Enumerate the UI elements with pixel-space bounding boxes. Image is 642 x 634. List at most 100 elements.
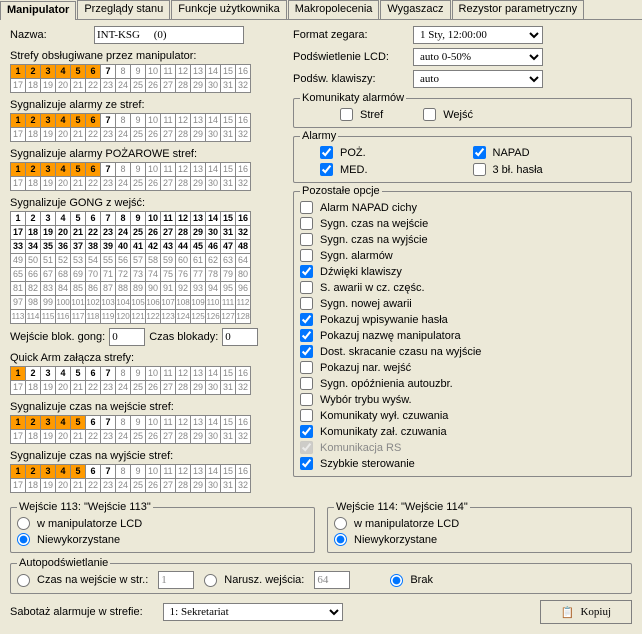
gong-cell[interactable]: 57 [131, 254, 146, 268]
zone-cell[interactable]: 21 [71, 381, 86, 395]
zone-cell[interactable]: 2 [26, 367, 41, 381]
gong-cell[interactable]: 99 [41, 296, 56, 310]
option-o13[interactable]: Wybór trybu wyśw. [300, 392, 625, 407]
option-o11[interactable]: Pokazuj nar. wejść [300, 360, 625, 375]
zone-cell[interactable]: 6 [86, 114, 101, 128]
zone-cell[interactable]: 12 [176, 163, 191, 177]
zone-cell[interactable]: 5 [71, 367, 86, 381]
zone-cell[interactable]: 9 [131, 367, 146, 381]
zone-cell[interactable]: 26 [146, 128, 161, 142]
option-o5[interactable]: Dźwięki klawiszy [300, 264, 625, 279]
zone-cell[interactable]: 25 [131, 430, 146, 444]
gong-cell[interactable]: 63 [221, 254, 236, 268]
zone-cell[interactable]: 27 [161, 128, 176, 142]
gong-cell[interactable]: 128 [236, 310, 251, 324]
gong-cell[interactable]: 6 [86, 212, 101, 226]
gong-cell[interactable]: 73 [131, 268, 146, 282]
gong-cell[interactable]: 124 [176, 310, 191, 324]
zone-cell[interactable]: 15 [221, 416, 236, 430]
gong-cell[interactable]: 60 [176, 254, 191, 268]
zone-cell[interactable]: 20 [56, 79, 71, 93]
zone-cell[interactable]: 26 [146, 381, 161, 395]
zone-cell[interactable]: 3 [41, 465, 56, 479]
gong-cell[interactable]: 12 [176, 212, 191, 226]
gong-cell[interactable]: 16 [236, 212, 251, 226]
zone-cell[interactable]: 32 [236, 177, 251, 191]
gong-cell[interactable]: 67 [41, 268, 56, 282]
zone-cell[interactable]: 26 [146, 177, 161, 191]
zone-cell[interactable]: 10 [146, 65, 161, 79]
sabotage-zone-select[interactable]: 1: Sekretariat [163, 603, 343, 621]
zone-cell[interactable]: 12 [176, 367, 191, 381]
copy-button[interactable]: 📋 Kopiuj [540, 600, 632, 624]
gong-cell[interactable]: 84 [56, 282, 71, 296]
gong-cell[interactable]: 46 [206, 240, 221, 254]
zone-cell[interactable]: 19 [41, 177, 56, 191]
zone-cell[interactable]: 18 [26, 177, 41, 191]
option-o2[interactable]: Sygn. czas na wejście [300, 216, 625, 231]
zone-cell[interactable]: 6 [86, 367, 101, 381]
zone-cell[interactable]: 24 [116, 430, 131, 444]
gong-cell[interactable]: 114 [26, 310, 41, 324]
zone-cell[interactable]: 1 [11, 367, 26, 381]
zone-cell[interactable]: 23 [101, 381, 116, 395]
zone-cell[interactable]: 25 [131, 479, 146, 493]
zone-cell[interactable]: 25 [131, 128, 146, 142]
gong-cell[interactable]: 61 [191, 254, 206, 268]
zone-cell[interactable]: 20 [56, 128, 71, 142]
zone-cell[interactable]: 15 [221, 163, 236, 177]
gong-cell[interactable]: 102 [86, 296, 101, 310]
zone-cell[interactable]: 4 [56, 65, 71, 79]
alarm-msg-zones[interactable]: Stref [340, 107, 383, 122]
zone-cell[interactable]: 30 [206, 128, 221, 142]
gong-cell[interactable]: 55 [101, 254, 116, 268]
signal-exit-grid[interactable]: 1234567891011121314151617181920212223242… [10, 464, 251, 493]
option-o4[interactable]: Sygn. alarmów [300, 248, 625, 263]
gong-cell[interactable]: 10 [146, 212, 161, 226]
zone-cell[interactable]: 6 [86, 416, 101, 430]
gong-cell[interactable]: 45 [191, 240, 206, 254]
gong-cell[interactable]: 127 [221, 310, 236, 324]
zone-cell[interactable]: 11 [161, 65, 176, 79]
zone-cell[interactable]: 4 [56, 416, 71, 430]
zone-cell[interactable]: 32 [236, 430, 251, 444]
zone-cell[interactable]: 14 [206, 416, 221, 430]
zone-cell[interactable]: 1 [11, 163, 26, 177]
gong-cell[interactable]: 59 [161, 254, 176, 268]
zone-cell[interactable]: 27 [161, 177, 176, 191]
gong-cell[interactable]: 51 [41, 254, 56, 268]
gong-cell[interactable]: 41 [131, 240, 146, 254]
zone-cell[interactable]: 29 [191, 177, 206, 191]
zone-cell[interactable]: 5 [71, 465, 86, 479]
lcd-backlight-select[interactable]: auto 0-50% [413, 48, 543, 66]
zone-cell[interactable]: 23 [101, 177, 116, 191]
gong-cell[interactable]: 23 [101, 226, 116, 240]
quick-arm-grid[interactable]: 1234567891011121314151617181920212223242… [10, 366, 251, 395]
gong-cell[interactable]: 111 [221, 296, 236, 310]
tab-state-views[interactable]: Przeglądy stanu [77, 0, 170, 19]
gong-cell[interactable]: 105 [131, 296, 146, 310]
keys-backlight-select[interactable]: auto [413, 70, 543, 88]
zone-cell[interactable]: 10 [146, 416, 161, 430]
zone-cell[interactable]: 20 [56, 479, 71, 493]
zone-cell[interactable]: 27 [161, 79, 176, 93]
zone-cell[interactable]: 10 [146, 465, 161, 479]
zone-cell[interactable]: 13 [191, 65, 206, 79]
gong-cell[interactable]: 96 [236, 282, 251, 296]
zone-cell[interactable]: 21 [71, 128, 86, 142]
zone-cell[interactable]: 24 [116, 381, 131, 395]
gong-cell[interactable]: 20 [56, 226, 71, 240]
gong-cell[interactable]: 58 [146, 254, 161, 268]
zone-cell[interactable]: 31 [221, 128, 236, 142]
zone-cell[interactable]: 30 [206, 479, 221, 493]
gong-cell[interactable]: 42 [146, 240, 161, 254]
zone-cell[interactable]: 16 [236, 465, 251, 479]
zone-cell[interactable]: 31 [221, 177, 236, 191]
zone-cell[interactable]: 30 [206, 177, 221, 191]
gong-cell[interactable]: 79 [221, 268, 236, 282]
gong-cell[interactable]: 93 [191, 282, 206, 296]
gong-cell[interactable]: 9 [131, 212, 146, 226]
zone-cell[interactable]: 20 [56, 381, 71, 395]
zone-cell[interactable]: 10 [146, 114, 161, 128]
gong-cell[interactable]: 15 [221, 212, 236, 226]
